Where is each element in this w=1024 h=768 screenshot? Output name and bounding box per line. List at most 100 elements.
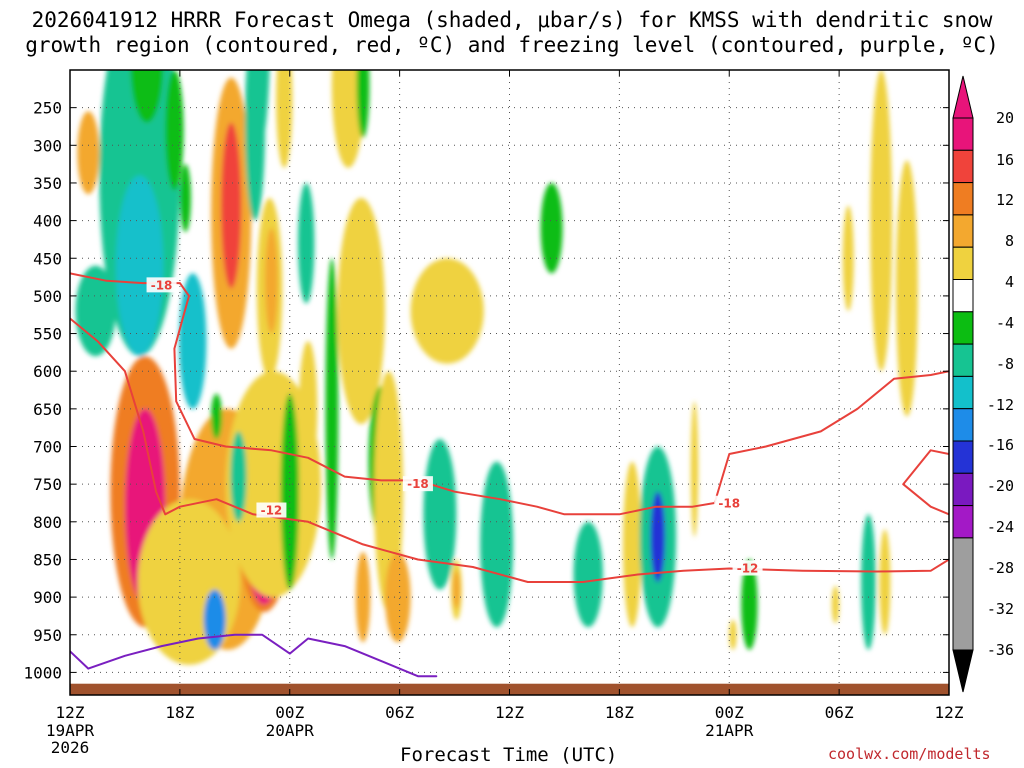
colorbar-label-1: 16: [996, 151, 1014, 169]
contour-freezing-level: [70, 633, 438, 678]
omega-blob-24: [251, 70, 270, 146]
contour-label-1: -18: [407, 477, 429, 491]
omega-blob-44: [623, 461, 642, 628]
colorbar-bin-9: [952, 408, 974, 442]
y-tick-label-1000: 1000: [23, 663, 62, 682]
omega-blob-9: [221, 122, 242, 289]
omega-shading: [75, 70, 918, 665]
omega-blob-40: [452, 570, 461, 609]
x-tick-label-3: 06Z: [385, 703, 414, 722]
contour-label-bg-3: [256, 502, 287, 518]
x-tick-label-6: 00Z: [715, 703, 744, 722]
colorbar-bin-10: [952, 440, 974, 474]
colorbar-label-12: -32: [987, 600, 1014, 618]
credit-link[interactable]: coolwx.com/modelts: [828, 745, 991, 763]
colorbar-label-13: -36: [987, 641, 1014, 659]
colorbar-bin-6: [952, 311, 974, 345]
colorbar-bin-7: [952, 343, 974, 377]
omega-blob-14: [203, 589, 226, 650]
omega-blob-group: [75, 70, 918, 665]
y-tick-label-450: 450: [33, 249, 62, 268]
colorbar-bin-12: [952, 505, 974, 539]
omega-blob-52: [879, 529, 891, 635]
omega-blob-42: [540, 182, 563, 274]
colorbar-label-9: -20: [987, 477, 1014, 495]
omega-blob-49: [741, 559, 758, 650]
omega-blob-47: [690, 401, 699, 537]
omega-blob-36: [410, 258, 484, 364]
colorbar-label-3: 8: [1005, 232, 1014, 250]
omega-blob-48: [729, 619, 737, 650]
contour-label-bg-2: [714, 495, 745, 511]
omega-blob-34: [374, 371, 404, 613]
omega-blob-35: [385, 551, 411, 643]
omega-blob-0: [77, 111, 100, 195]
omega-blob-41: [480, 461, 514, 628]
omega-blob-51: [861, 514, 876, 650]
x-tick-label-2: 00Z: [275, 703, 304, 722]
x-tick-date-0: 19APR: [46, 721, 95, 740]
y-tick-label-500: 500: [33, 287, 62, 306]
y-tick-label-800: 800: [33, 513, 62, 532]
omega-blob-25: [276, 70, 293, 168]
contour-label-3: -12: [261, 504, 283, 518]
omega-blob-2: [115, 175, 164, 357]
omega-blob-29: [331, 70, 365, 168]
colorbar-bin-4: [952, 246, 974, 280]
omega-blob-46: [650, 491, 666, 583]
omega-blob-43: [573, 521, 603, 628]
y-tick-label-250: 250: [33, 99, 62, 118]
colorbar-bin-3: [952, 214, 974, 248]
colorbar-label-5: -4: [996, 314, 1014, 332]
omega-blob-5: [179, 273, 207, 409]
y-tick-label-900: 900: [33, 588, 62, 607]
omega-blob-18: [230, 431, 247, 522]
colorbar-label-8: -16: [987, 436, 1014, 454]
y-tick-label-650: 650: [33, 400, 62, 419]
x-tick-year-0: 2026: [51, 738, 90, 757]
colorbar-bin-0: [952, 117, 974, 151]
chart-title-line-1: 2026041912 HRRR Forecast Omega (shaded, …: [31, 8, 993, 32]
chart-title-line-2: growth region (contoured, red, ºC) and f…: [25, 33, 999, 57]
contour-labels: -18 -18 -18 -12 -12: [146, 277, 763, 576]
omega-blob-4: [75, 265, 116, 357]
colorbar-label-2: 12: [996, 191, 1014, 209]
colorbar-bin-8: [952, 375, 974, 410]
y-tick-label-350: 350: [33, 174, 62, 193]
omega-blob-3: [130, 70, 164, 123]
colorbar-bin-13: [952, 537, 974, 651]
y-tick-label-600: 600: [33, 362, 62, 381]
omega-blob-38: [434, 461, 453, 522]
omega-blob-32: [355, 551, 371, 643]
colorbar-label-0: 20: [996, 109, 1014, 127]
x-tick-label-7: 06Z: [825, 703, 854, 722]
y-tick-label-550: 550: [33, 325, 62, 344]
colorbar-label-10: -24: [987, 518, 1014, 536]
omega-blob-27: [298, 341, 318, 477]
omega-blob-54: [870, 70, 893, 372]
colorbar-bin-11: [952, 472, 974, 507]
omega-blob-55: [895, 160, 918, 417]
colorbar-bin-5: [952, 279, 974, 313]
contour-label-0: -18: [151, 278, 173, 292]
omega-blob-31: [337, 198, 386, 424]
colorbar-bin-2: [952, 182, 974, 216]
contour-dgz-right-closed: [902, 449, 949, 516]
omega-blob-21: [265, 228, 278, 334]
omega-blob-28: [325, 258, 339, 560]
colorbar-label-6: -8: [996, 355, 1014, 373]
x-tick-label-0: 12Z: [56, 703, 85, 722]
y-tick-label-750: 750: [33, 475, 62, 494]
axes: 250 300 350 400 450 500 550 600 650 700 750 800 850 9…: [23, 69, 964, 757]
contour-label-bg-1: [402, 476, 433, 492]
x-axis-label: Forecast Time (UTC): [400, 744, 618, 766]
contours: [70, 272, 949, 678]
y-tick-label-300: 300: [33, 136, 62, 155]
y-tick-label-700: 700: [33, 438, 62, 457]
contour-label-bg-4: [732, 560, 763, 576]
omega-blob-30: [356, 70, 370, 138]
colorbar-top-arrow: [952, 75, 974, 119]
x-tick-label-8: 12Z: [935, 703, 964, 722]
omega-blob-19: [211, 393, 222, 439]
